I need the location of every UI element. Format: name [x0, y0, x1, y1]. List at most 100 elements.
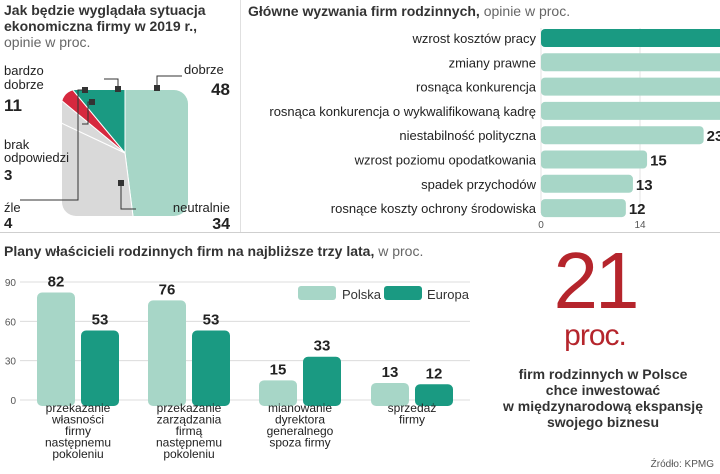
vbar-value-label: 82	[48, 273, 65, 290]
vbar-category-label: przekazanie	[157, 401, 222, 415]
hbar-bar	[541, 53, 720, 72]
vbar-category-label: następnemu	[156, 436, 222, 450]
vbar-tick-label: 90	[5, 278, 17, 289]
pie-slice	[124, 90, 188, 216]
hbar-bar	[541, 199, 626, 218]
vbar-title: Plany właścicieli rodzinnych firm na naj…	[4, 243, 423, 259]
pie-label-brak-odpowiedzi: odpowiedzi	[4, 150, 69, 165]
pie-title-light: opinie w proc.	[4, 34, 91, 50]
vbar-category-label: generalnego	[267, 424, 334, 438]
hbar-title-bold: Główne wyzwania firm rodzinnych,	[248, 3, 480, 19]
pie-title-bold: Jak będzie wyglądała sytuacja ekonomiczn…	[4, 2, 206, 34]
hbar-bar	[541, 29, 720, 47]
hbar-title: Główne wyzwania firm rodzinnych, opinie …	[248, 3, 570, 19]
hbar-chart: 014284256wzrost kosztów pracy52zmiany pr…	[269, 28, 720, 231]
hbar-category-label: rosnące koszty ochrony środowiska	[331, 201, 537, 216]
divider-horizontal	[0, 232, 720, 233]
vbar-category-label: następnemu	[45, 436, 111, 450]
vbar-bar	[192, 330, 230, 406]
vbar-tick-label: 60	[5, 317, 17, 328]
pie-leader	[20, 89, 85, 201]
hbar-category-label: wzrost kosztów pracy	[411, 31, 536, 46]
hbar-category-label: wzrost poziomu opodatkowania	[354, 153, 537, 168]
callout-line: chce inwestować	[545, 382, 661, 398]
pie-value-neutralnie: 34	[212, 216, 230, 232]
vbar-value-label: 53	[92, 312, 109, 329]
hbar-bar	[541, 150, 648, 169]
vbar-bar	[37, 292, 75, 406]
vbar-value-label: 53	[203, 312, 220, 329]
callout-unit: proc.	[564, 319, 627, 352]
legend-label-europa: Europa	[427, 287, 470, 302]
pie-leader	[82, 101, 92, 125]
pie-value-zle: 4	[4, 215, 13, 232]
pie-value-brak-odpowiedzi: 3	[4, 167, 12, 184]
vbar-category-label: zarządzania	[157, 413, 222, 427]
pie-value-dobrze: 48	[211, 80, 230, 99]
hbar-tick-label: 0	[538, 220, 544, 231]
vbar-category-label: pokoleniu	[163, 447, 214, 461]
vbar-category-label: pokoleniu	[52, 447, 103, 461]
hbar-value-label: 12	[629, 201, 646, 218]
hbar-tick-label: 14	[634, 220, 646, 231]
hbar-category-label: rosnąca konkurencja o wykwalifikowaną ka…	[269, 104, 536, 119]
pie-label-neutralnie: neutralnie	[173, 200, 230, 215]
vbar-value-label: 13	[382, 364, 399, 381]
pie-label-dobrze: dobrze	[184, 62, 224, 77]
vbar-category-label: mianowanie	[268, 401, 332, 415]
pie-chart: dobrze48bardzodobrze11brakodpowiedzi3źle…	[4, 62, 230, 232]
callout: 21 proc. firm rodzinnych w Polsce chce i…	[490, 240, 718, 460]
pie-leader	[104, 78, 119, 89]
vbar-category-label: sprzedaż	[388, 401, 437, 415]
pie-label-brak-odpowiedzi: brak	[4, 137, 30, 152]
vbar-title-bold: Plany właścicieli rodzinnych firm na naj…	[4, 243, 375, 259]
callout-line: swojego biznesu	[546, 414, 659, 430]
pie-slice	[62, 90, 126, 154]
pie-leader	[120, 183, 136, 210]
callout-line: firm rodzinnych w Polsce	[518, 366, 688, 382]
vbar-category-label: firmą	[176, 424, 203, 438]
vbar-bar	[259, 380, 297, 406]
hbar-value-label: 13	[636, 177, 653, 194]
vbar-category-label: firmy	[65, 424, 91, 438]
vbar-bar	[81, 330, 119, 406]
hbar-category-label: zmiany prawne	[449, 55, 536, 70]
hbar-bar	[541, 126, 704, 145]
vbar-category-label: firmy	[399, 413, 425, 427]
callout-number: 21	[553, 236, 640, 325]
hbar-category-label: rosnąca konkurencja	[416, 80, 537, 95]
hbar-value-label: 23	[707, 128, 720, 145]
vbar-bar	[303, 356, 341, 406]
vbar-value-label: 15	[270, 361, 287, 378]
hbar-bar	[541, 174, 633, 193]
vbar-bar	[148, 300, 186, 406]
vbar-category-label: spoza firmy	[269, 436, 330, 450]
hbar-value-label: 15	[650, 153, 667, 170]
callout-line: w międzynarodową ekspansję	[503, 398, 703, 414]
vbar-value-label: 76	[159, 281, 176, 298]
pie-label-zle: źle	[4, 200, 21, 215]
hbar-title-light: opinie w proc.	[483, 3, 571, 19]
vbar-value-label: 12	[426, 365, 443, 382]
pie-leader	[156, 75, 182, 88]
vbar-tick-label: 30	[5, 357, 17, 368]
hbar-category-label: niestabilność polityczna	[399, 128, 536, 143]
hbar-bar	[541, 77, 720, 96]
pie-label-bardzo-dobrze: dobrze	[4, 77, 44, 92]
vbar-category-label: dyrektora	[275, 413, 325, 427]
legend-label-polska: Polska	[342, 287, 382, 302]
pie-label-bardzo-dobrze: bardzo	[4, 63, 44, 78]
vbar-category-label: przekazanie	[46, 401, 111, 415]
pie-slice	[62, 90, 126, 154]
hbar-bar	[541, 101, 720, 120]
hbar-category-label: spadek przychodów	[421, 177, 537, 192]
vbar-value-label: 33	[314, 338, 331, 355]
source-note: Źródło: KPMG	[650, 459, 714, 470]
pie-value-bardzo-dobrze: 11	[4, 96, 22, 115]
callout-text: firm rodzinnych w Polsce chce inwestować…	[490, 366, 716, 430]
vbar-bar	[415, 384, 453, 406]
pie-title: Jak będzie wyglądała sytuacja ekonomiczn…	[4, 2, 236, 50]
vbar-category-label: własności	[51, 413, 104, 427]
vbar-tick-label: 0	[10, 396, 16, 407]
